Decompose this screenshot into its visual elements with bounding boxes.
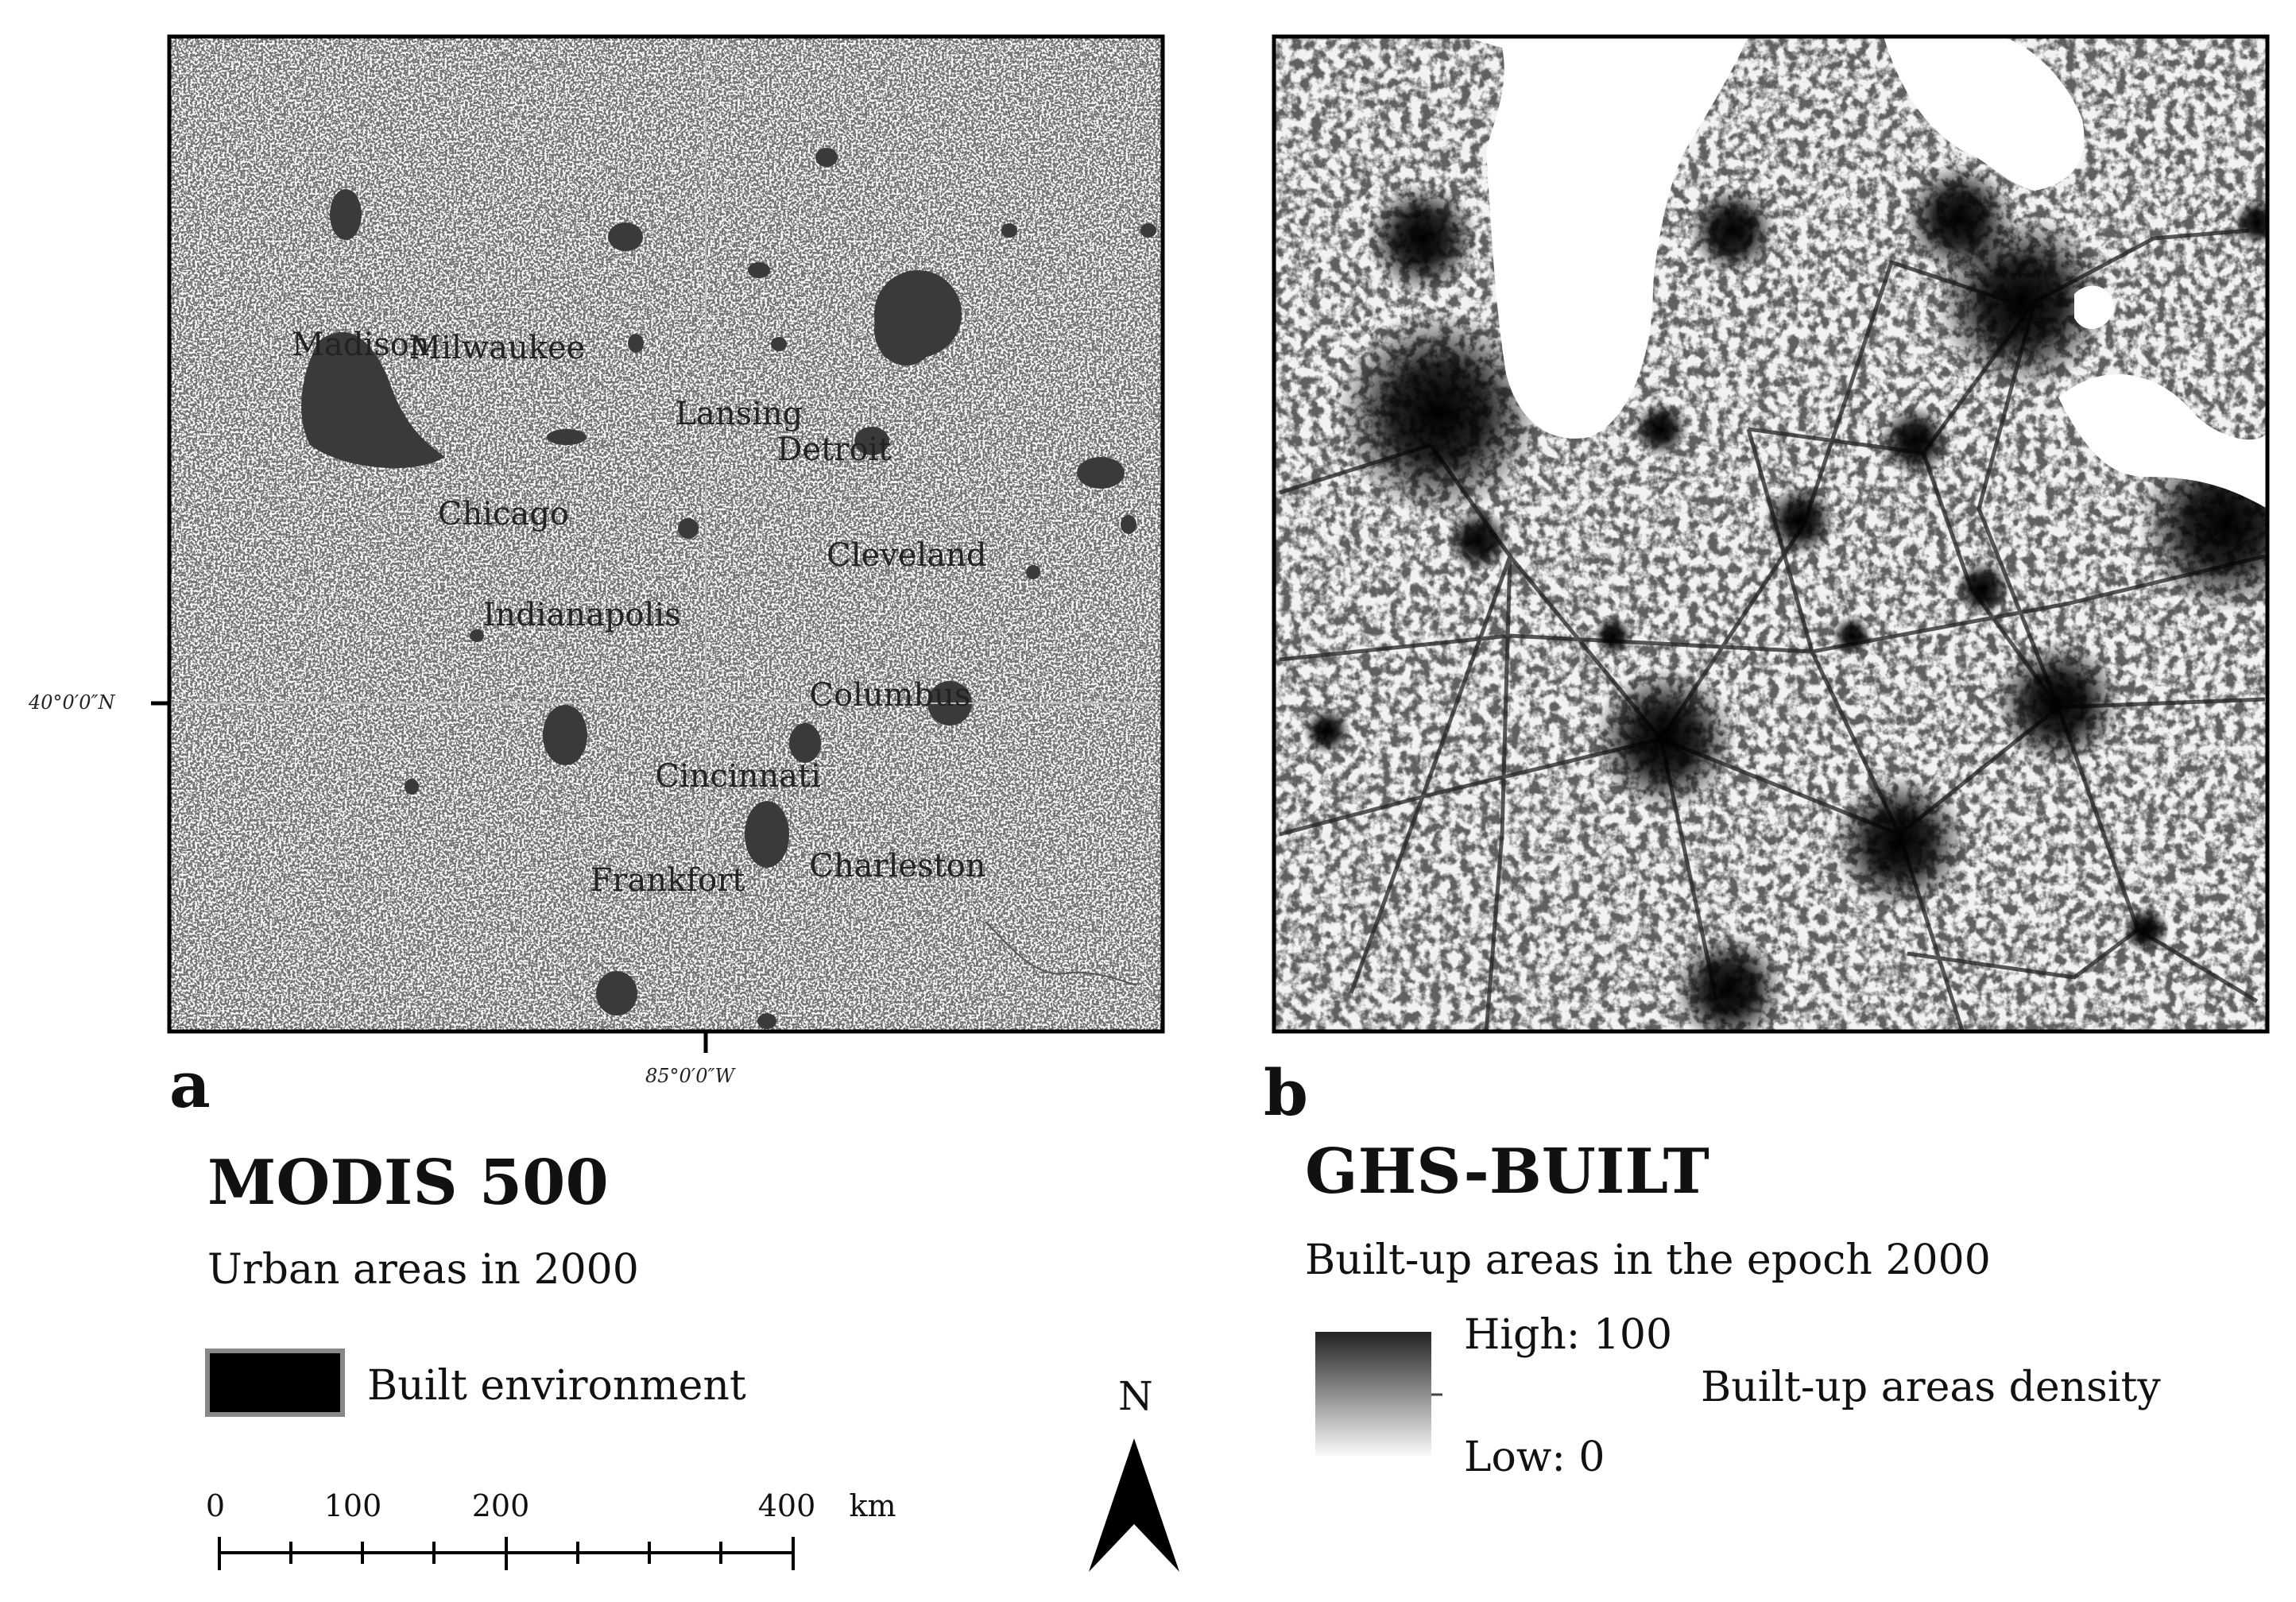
longitude-label: 85°0′0″W: [645, 1065, 735, 1087]
city-label-detroit: Detroit: [776, 431, 892, 469]
city-label-frankfort: Frankfort: [590, 862, 745, 900]
latitude-label: 40°0′0″N: [29, 691, 115, 714]
legend-b-ramp-label: Built-up areas density: [1701, 1364, 2161, 1411]
legend-b-low-label: Low: 0: [1464, 1434, 1605, 1481]
scale-tick-0: 0: [205, 1488, 226, 1523]
built-environment-swatch: [205, 1349, 345, 1417]
city-label-cleveland: Cleveland: [827, 537, 987, 574]
density-color-ramp: [1315, 1332, 1431, 1456]
city-label-indianapolis: Indianapolis: [482, 596, 681, 633]
urban-blobs: [301, 148, 1156, 1029]
city-label-columbus: Columbus: [809, 676, 971, 714]
lake-erie: [2058, 374, 2267, 509]
legend-b-title: GHS-BUILT: [1305, 1136, 1709, 1208]
legend-b-high-label: High: 100: [1464, 1311, 1673, 1359]
scale-bar: [218, 1537, 795, 1570]
city-label-milwaukee: Milwaukee: [408, 330, 586, 367]
city-label-cincinnati: Cincinnati: [655, 757, 821, 795]
legend-b-subtitle: Built-up areas in the epoch 2000: [1305, 1236, 1991, 1284]
city-label-chicago: Chicago: [437, 495, 569, 532]
city-label-madison: Madison: [292, 327, 430, 364]
map-a-frame: [151, 34, 1165, 1053]
built-up-density-clusters: [1303, 163, 2267, 1031]
legend-a-item-label: Built environment: [367, 1362, 746, 1410]
scale-tick-100: 100: [323, 1488, 382, 1523]
scale-tick-200: 200: [471, 1488, 530, 1523]
panel-a-letter: a: [169, 1047, 211, 1122]
scale-tick-400: 400: [757, 1488, 816, 1523]
city-label-lansing: Lansing: [675, 396, 803, 433]
scale-unit: km: [849, 1488, 896, 1523]
city-label-charleston: Charleston: [809, 847, 986, 884]
legend-a-title: MODIS 500: [207, 1147, 609, 1219]
lake-huron: [1884, 37, 2085, 191]
map-b-frame: [1274, 37, 2267, 1031]
lake-michigan: [1462, 37, 1748, 439]
north-arrow-icon: [1089, 1438, 1179, 1572]
north-label: N: [1118, 1373, 1153, 1419]
panel-b-letter: b: [1264, 1055, 1308, 1130]
lake-st-clair: [2074, 285, 2114, 329]
legend-a-subtitle: Urban areas in 2000: [207, 1246, 639, 1294]
